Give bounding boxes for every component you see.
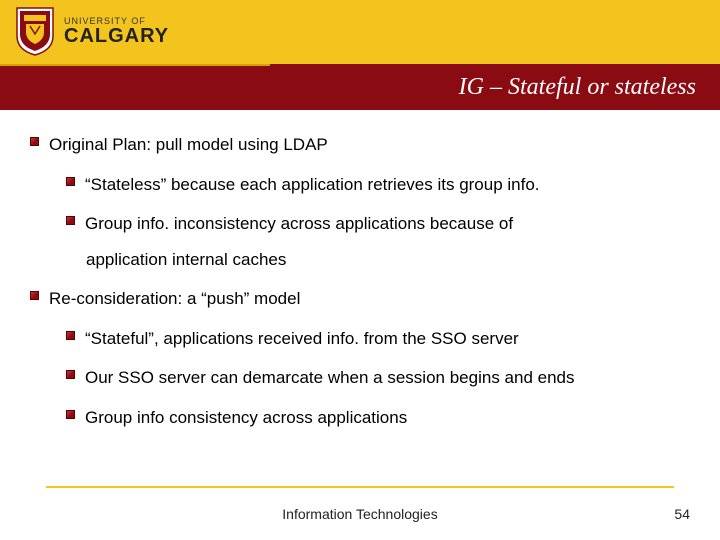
- bullet-text: “Stateless” because each application ret…: [85, 172, 540, 198]
- bullet-text: application internal caches: [86, 247, 286, 273]
- slide-title: IG – Stateful or stateless: [459, 74, 696, 101]
- bullet-icon: [66, 331, 75, 340]
- page-number: 54: [674, 506, 690, 522]
- bullet-icon: [66, 177, 75, 186]
- bullet-icon: [66, 410, 75, 419]
- university-logo: UNIVERSITY OF CALGARY: [14, 6, 169, 56]
- bullet-text: Our SSO server can demarcate when a sess…: [85, 365, 575, 391]
- university-name: CALGARY: [64, 26, 169, 46]
- bullet-text: Group info. inconsistency across applica…: [85, 211, 513, 237]
- university-text: UNIVERSITY OF CALGARY: [64, 17, 169, 46]
- bullet-icon: [66, 216, 75, 225]
- bullet-icon: [30, 291, 39, 300]
- bullet-item: Group info consistency across applicatio…: [30, 405, 690, 431]
- bullet-item: Re-consideration: a “push” model: [30, 286, 690, 312]
- title-bar: IG – Stateful or stateless: [0, 64, 720, 110]
- crest-icon: [14, 6, 56, 56]
- slide-content: Original Plan: pull model using LDAP “St…: [0, 110, 720, 430]
- header-divider: [0, 64, 270, 66]
- bullet-text: Group info consistency across applicatio…: [85, 405, 407, 431]
- bullet-item: “Stateful”, applications received info. …: [30, 326, 690, 352]
- footer-divider: [46, 486, 674, 488]
- header-gold-bar: UNIVERSITY OF CALGARY: [0, 0, 720, 64]
- bullet-item: Group info. inconsistency across applica…: [30, 211, 690, 237]
- bullet-item: Our SSO server can demarcate when a sess…: [30, 365, 690, 391]
- bullet-text: “Stateful”, applications received info. …: [85, 326, 519, 352]
- bullet-text: Re-consideration: a “push” model: [49, 286, 300, 312]
- bullet-text: Original Plan: pull model using LDAP: [49, 132, 328, 158]
- bullet-icon: [30, 137, 39, 146]
- bullet-icon: [66, 370, 75, 379]
- bullet-item: “Stateless” because each application ret…: [30, 172, 690, 198]
- footer: Information Technologies: [0, 506, 720, 522]
- bullet-item: Original Plan: pull model using LDAP: [30, 132, 690, 158]
- bullet-continuation: application internal caches: [30, 247, 690, 273]
- footer-label: Information Technologies: [282, 506, 437, 522]
